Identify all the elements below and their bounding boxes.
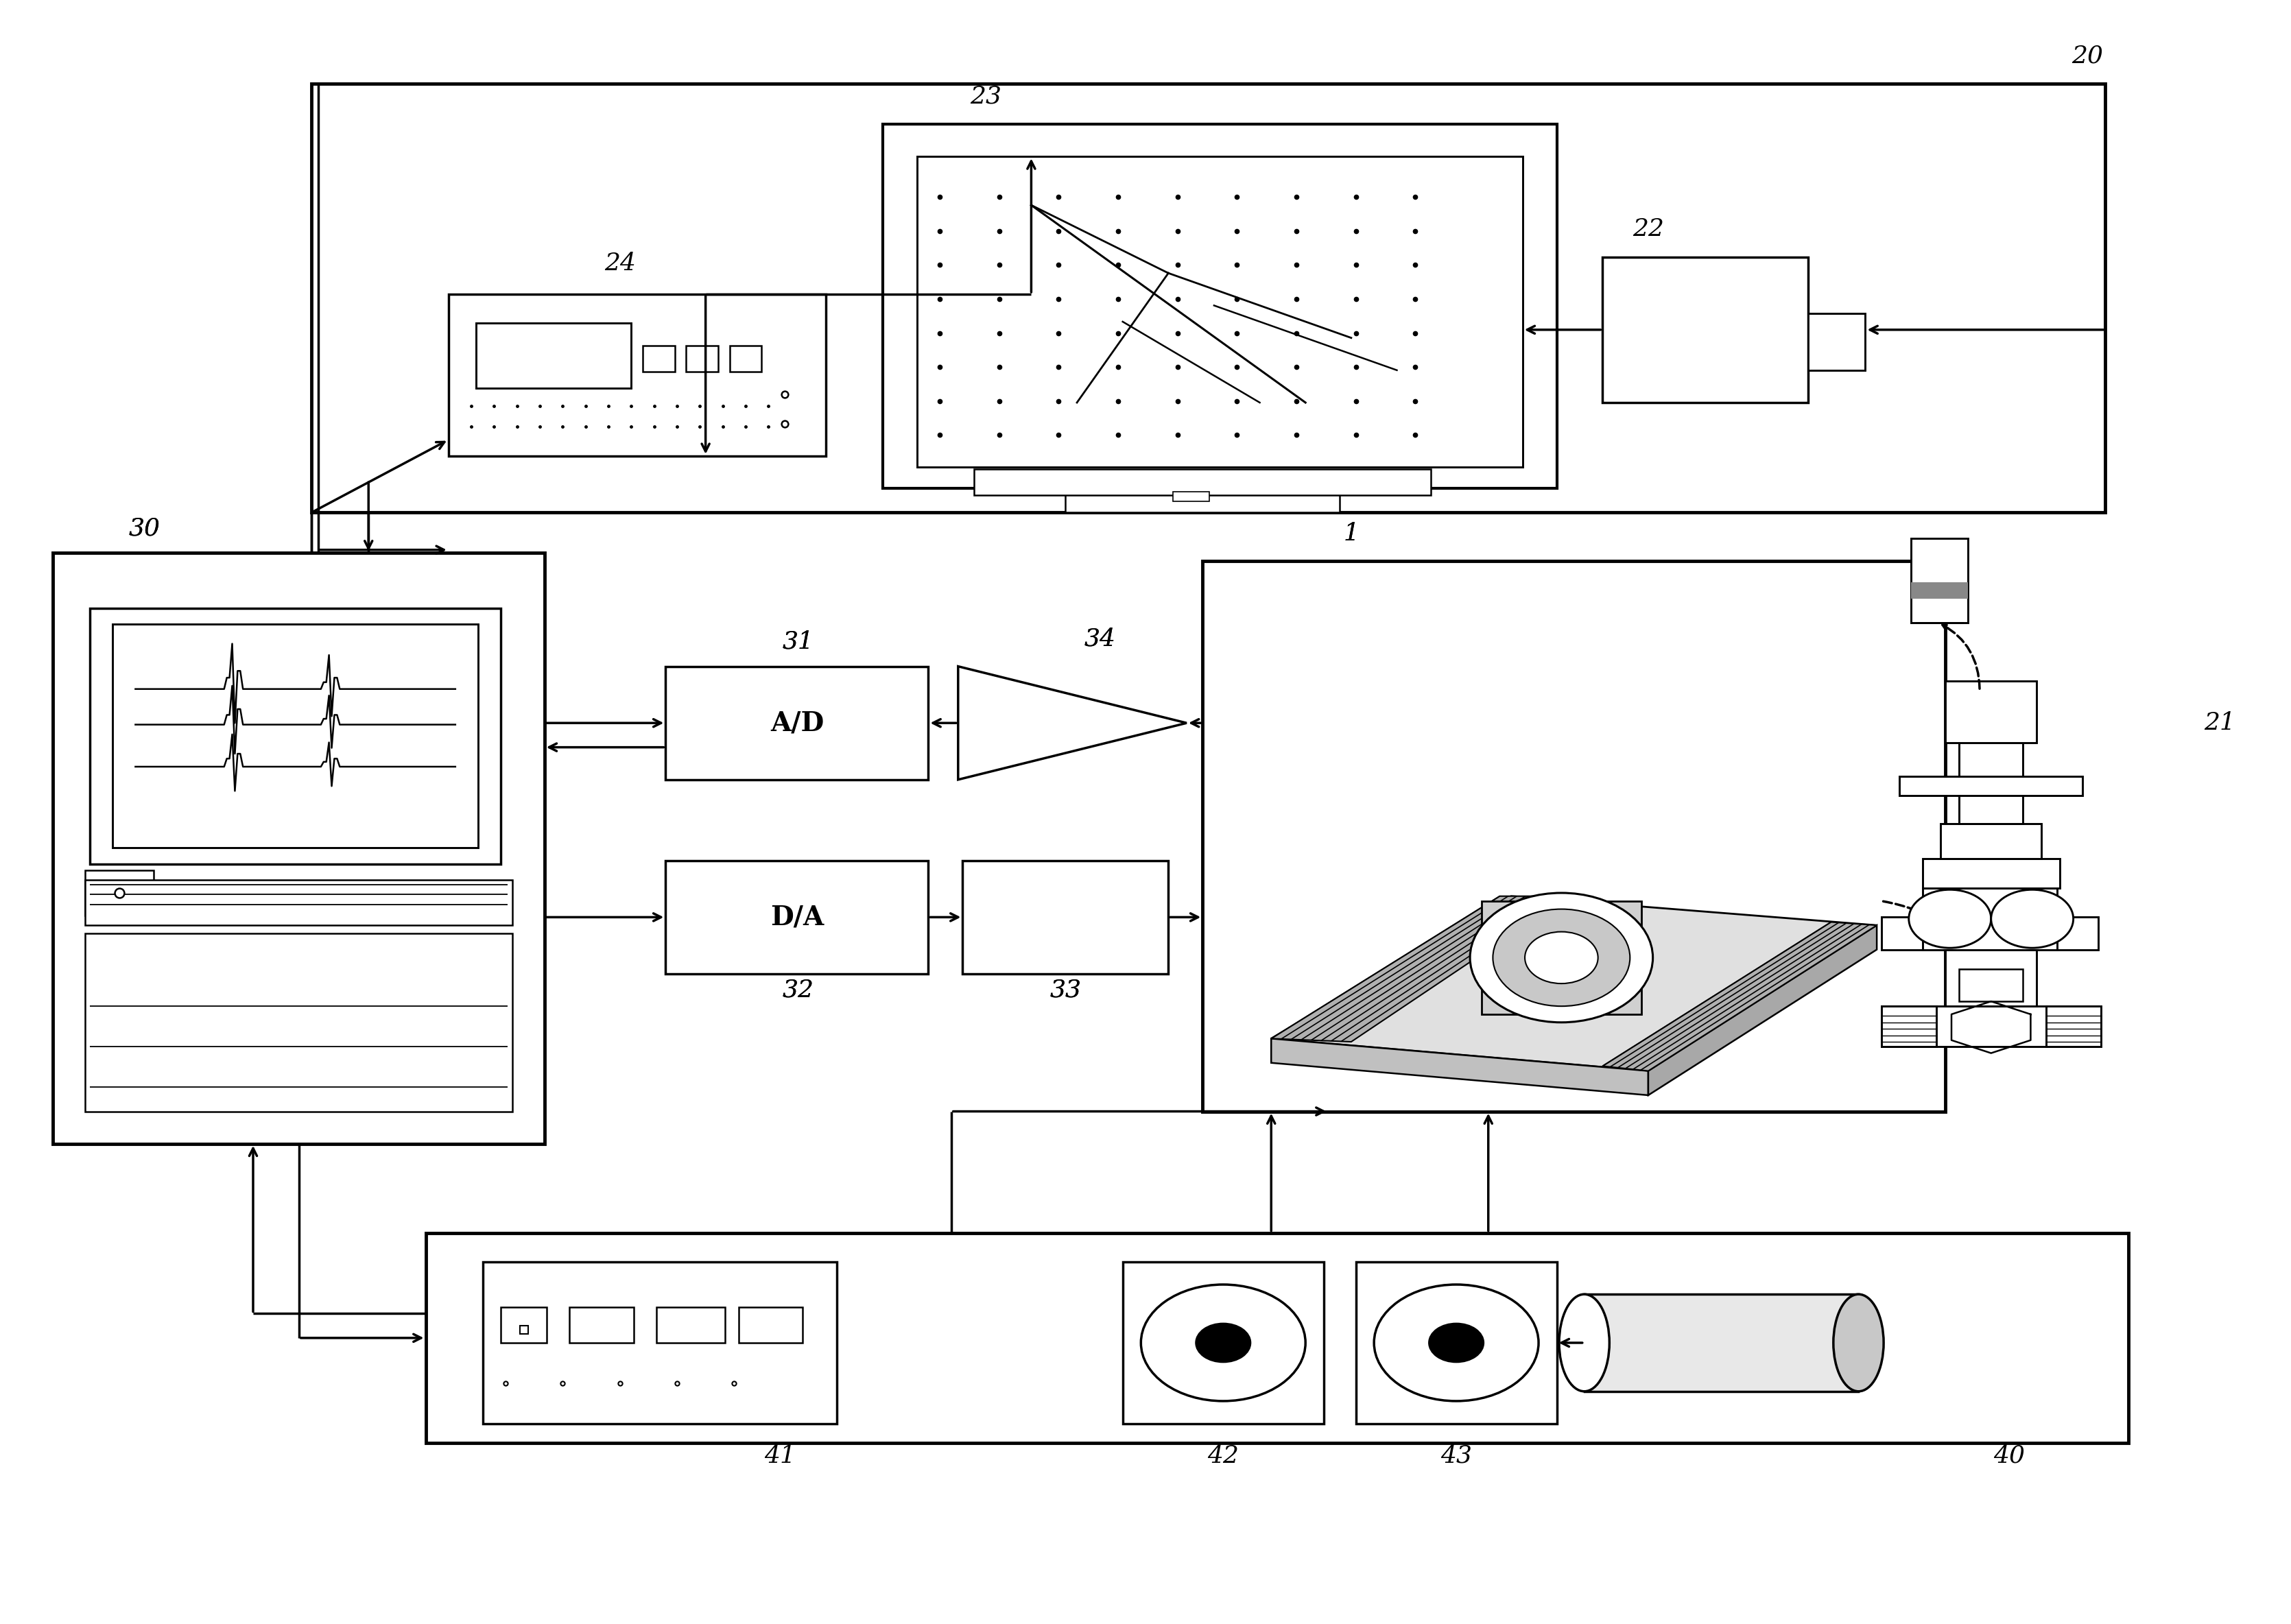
Text: 40: 40 [1993, 1444, 2025, 1468]
Bar [312, 84, 2105, 513]
Bar [1911, 539, 1968, 622]
Bar [1945, 950, 2037, 1007]
Circle shape [1196, 1324, 1251, 1363]
Circle shape [1471, 893, 1652, 1023]
Text: A/D: A/D [770, 710, 825, 736]
Bar [1881, 918, 2099, 950]
Circle shape [1908, 890, 1991, 948]
Text: 34: 34 [1084, 627, 1116, 650]
Text: 43: 43 [1441, 1444, 1473, 1468]
Bar [658, 1307, 724, 1343]
Bar [1922, 859, 2060, 888]
Bar [53, 554, 545, 1143]
Bar [667, 861, 928, 974]
Bar [962, 861, 1168, 974]
Circle shape [1991, 890, 2073, 948]
Bar [1959, 970, 2023, 1002]
Bar [1203, 562, 1945, 1111]
Bar [426, 1233, 2128, 1444]
Bar [644, 346, 676, 372]
Bar [738, 1307, 802, 1343]
Bar [1959, 742, 2023, 823]
Polygon shape [1482, 901, 1640, 1015]
Bar [483, 1262, 836, 1424]
Circle shape [1494, 909, 1629, 1007]
Text: 34: 34 [1084, 627, 1116, 650]
Text: 22: 22 [1633, 218, 1663, 240]
Bar [687, 346, 717, 372]
Bar [2046, 1007, 2101, 1046]
Bar [1945, 680, 2037, 742]
Text: 24: 24 [605, 252, 635, 274]
Bar [570, 1307, 635, 1343]
Polygon shape [1272, 896, 1569, 1043]
Circle shape [1430, 1324, 1485, 1363]
Text: 20: 20 [2071, 44, 2103, 68]
Bar [502, 1307, 548, 1343]
Bar [1585, 1294, 1858, 1392]
Bar [85, 880, 513, 926]
Bar [1356, 1262, 1558, 1424]
Text: 41: 41 [765, 1444, 795, 1468]
Circle shape [1375, 1285, 1540, 1402]
Bar [112, 624, 479, 848]
Text: 30: 30 [128, 516, 160, 541]
Text: 32: 32 [781, 978, 813, 1002]
Bar [1604, 257, 1808, 403]
Polygon shape [1272, 1039, 1647, 1095]
Bar [729, 346, 761, 372]
Bar [667, 666, 928, 780]
Bar [974, 469, 1432, 495]
Text: 21: 21 [2204, 711, 2236, 734]
Bar [1881, 1007, 1936, 1046]
Ellipse shape [1833, 1294, 1883, 1392]
Bar [1899, 776, 2083, 796]
Bar [85, 870, 153, 916]
Bar [882, 123, 1558, 489]
Bar [1173, 492, 1210, 502]
Bar [1911, 581, 1968, 598]
Text: 33: 33 [1049, 978, 1081, 1002]
Text: 32: 32 [781, 978, 813, 1002]
Bar [1157, 484, 1249, 497]
Text: 1: 1 [1343, 521, 1359, 546]
Text: 42: 42 [1207, 1444, 1239, 1468]
Text: 31: 31 [781, 630, 813, 653]
Text: 31: 31 [781, 630, 813, 653]
Bar [85, 934, 513, 1111]
Ellipse shape [1560, 1294, 1608, 1392]
Bar [1881, 1007, 2099, 1046]
Polygon shape [1604, 922, 1876, 1070]
Bar [1940, 823, 2041, 859]
Bar [89, 607, 502, 864]
Text: 33: 33 [1049, 978, 1081, 1002]
Bar [1123, 1262, 1324, 1424]
Text: 1: 1 [1343, 521, 1359, 546]
Bar [1808, 313, 1865, 370]
Polygon shape [1272, 896, 1876, 1070]
Bar [1065, 494, 1340, 513]
Polygon shape [958, 666, 1187, 780]
Circle shape [1141, 1285, 1306, 1402]
Bar [1922, 888, 2057, 950]
Bar [477, 323, 632, 388]
Bar [916, 156, 1524, 468]
Text: 30: 30 [128, 516, 160, 541]
Text: D/A: D/A [770, 905, 825, 931]
Circle shape [1526, 932, 1599, 984]
Bar [449, 294, 825, 456]
Text: 23: 23 [969, 84, 1001, 109]
Polygon shape [1647, 926, 1876, 1095]
